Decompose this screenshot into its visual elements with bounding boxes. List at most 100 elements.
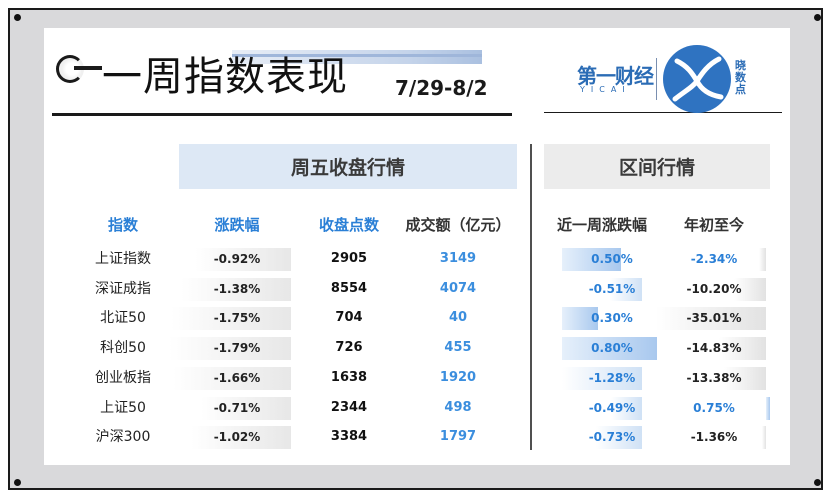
close-value: 2905 — [330, 251, 368, 266]
index-name: 科创50 — [100, 340, 146, 357]
week-change-bar — [562, 307, 598, 331]
corner-dot — [14, 479, 21, 486]
week-change-bar — [562, 337, 657, 361]
change-value: -1.66% — [213, 370, 261, 385]
ytd-value: -35.01% — [686, 311, 742, 326]
section-interval: 区间行情 — [544, 144, 770, 189]
section-divider — [530, 144, 532, 450]
close-value: 3384 — [330, 429, 368, 445]
corner-dot — [814, 479, 821, 486]
change-value: -1.79% — [213, 341, 261, 356]
week-change-value: -1.28% — [588, 370, 636, 385]
close-value: 726 — [335, 340, 363, 356]
volume-value: 3149 — [439, 251, 477, 266]
ytd-value: -14.83% — [686, 341, 742, 356]
x-mark-icon — [672, 56, 724, 102]
change-bar — [181, 277, 291, 301]
index-name: 深证成指 — [95, 280, 151, 297]
close-value: 704 — [335, 310, 363, 326]
header-rule — [52, 113, 512, 116]
title-dash-icon — [74, 66, 102, 70]
change-bar — [195, 248, 291, 271]
volume-value: 455 — [444, 340, 472, 356]
corner-dot — [814, 14, 821, 21]
week-change-bar — [562, 248, 622, 271]
index-name: 上证指数 — [95, 251, 151, 267]
change-bar — [171, 307, 291, 331]
date-range: 7/29-8/2 — [395, 76, 488, 100]
week-change-value: 0.30% — [591, 311, 633, 326]
volume-value: 498 — [444, 399, 472, 415]
week-change-value: 0.50% — [591, 252, 633, 266]
brand-name-en: YICAI — [580, 85, 631, 94]
ytd-bar — [766, 396, 770, 420]
col-header-week-change: 近一周涨跌幅 — [556, 216, 648, 234]
ytd-bar — [719, 337, 766, 361]
col-header-ytd: 年初至今 — [683, 216, 745, 234]
col-header-index: 指数 — [107, 216, 139, 234]
index-name: 上证50 — [100, 399, 146, 416]
title-area: 一周指数表现 7/29-8/2 — [44, 28, 512, 108]
xiaoshudian-logo-icon — [663, 45, 731, 113]
change-bar — [169, 337, 291, 361]
table-row: 北证50 -1.75% 704 40 0.30% -35.01% — [44, 303, 790, 333]
title-decor-line — [232, 54, 482, 57]
week-change-value: -0.73% — [588, 430, 636, 445]
close-value: 2344 — [330, 399, 368, 415]
change-value: -1.75% — [213, 311, 261, 326]
table-row: 科创50 -1.79% 726 455 0.80% -14.83% — [44, 333, 790, 363]
change-value: -0.92% — [213, 252, 261, 266]
index-name: 创业板指 — [95, 369, 151, 386]
week-change-bar — [610, 277, 642, 301]
change-bar — [191, 426, 291, 450]
col-header-volume: 成交额（亿元） — [405, 216, 511, 234]
ytd-value: -10.20% — [686, 281, 742, 296]
change-value: -0.71% — [213, 400, 261, 415]
change-bar — [173, 366, 291, 390]
table-row: 上证指数 -0.92% 2905 3149 0.50% -2.34% — [44, 244, 790, 274]
ytd-value: -1.36% — [690, 430, 738, 445]
col-header-change: 涨跌幅 — [214, 216, 260, 234]
ytd-bar — [656, 307, 766, 331]
week-change-value: -0.51% — [588, 281, 636, 296]
title-decor-stripe — [232, 50, 482, 64]
volume-value: 40 — [448, 310, 468, 326]
close-value: 8554 — [330, 280, 368, 296]
page-title: 一周指数表现 — [102, 54, 348, 100]
logo-side-char: 晓 — [735, 59, 746, 72]
week-change-value: -0.49% — [588, 400, 636, 415]
logo-side-char: 数 — [735, 71, 746, 84]
corner-dot — [14, 14, 21, 21]
week-change-bar — [611, 396, 642, 420]
ytd-value: -13.38% — [686, 370, 742, 385]
close-value: 1638 — [330, 369, 368, 385]
change-bar — [201, 396, 291, 420]
ytd-bar — [723, 366, 766, 390]
volume-value: 1797 — [439, 429, 477, 445]
brand-logo: 第一财经 YICAI 晓 数 点 — [544, 32, 782, 113]
change-value: -1.38% — [213, 281, 261, 296]
volume-value: 1920 — [439, 369, 477, 385]
index-name: 沪深300 — [95, 429, 151, 446]
change-value: -1.02% — [213, 430, 261, 445]
ytd-bar — [733, 277, 766, 301]
table-row: 上证50 -0.71% 2344 498 -0.49% 0.75% — [44, 393, 790, 423]
logo-divider — [656, 58, 657, 100]
table-row: 沪深300 -1.02% 3384 1797 -0.73% -1.36% — [44, 422, 790, 452]
content-card: 一周指数表现 7/29-8/2 第一财经 YICAI 晓 数 点 周五收盘行情 … — [44, 28, 790, 465]
ytd-bar — [761, 426, 766, 450]
week-change-value: 0.80% — [591, 341, 633, 356]
logo-side-text: 晓 数 点 — [735, 60, 749, 96]
table-row: 深证成指 -1.38% 8554 4074 -0.51% -10.20% — [44, 274, 790, 304]
col-header-close: 收盘点数 — [318, 216, 380, 234]
ytd-value: -2.34% — [690, 252, 738, 266]
brand-name-cn: 第一财经 — [577, 64, 654, 88]
ytd-value: 0.75% — [693, 400, 735, 415]
logo-side-char: 点 — [735, 83, 746, 96]
section-friday-close: 周五收盘行情 — [179, 144, 517, 189]
index-name: 北证50 — [100, 310, 146, 327]
table-row: 创业板指 -1.66% 1638 1920 -1.28% -13.38% — [44, 363, 790, 393]
ytd-bar — [758, 248, 766, 271]
week-change-bar — [562, 366, 642, 390]
volume-value: 4074 — [439, 280, 477, 296]
